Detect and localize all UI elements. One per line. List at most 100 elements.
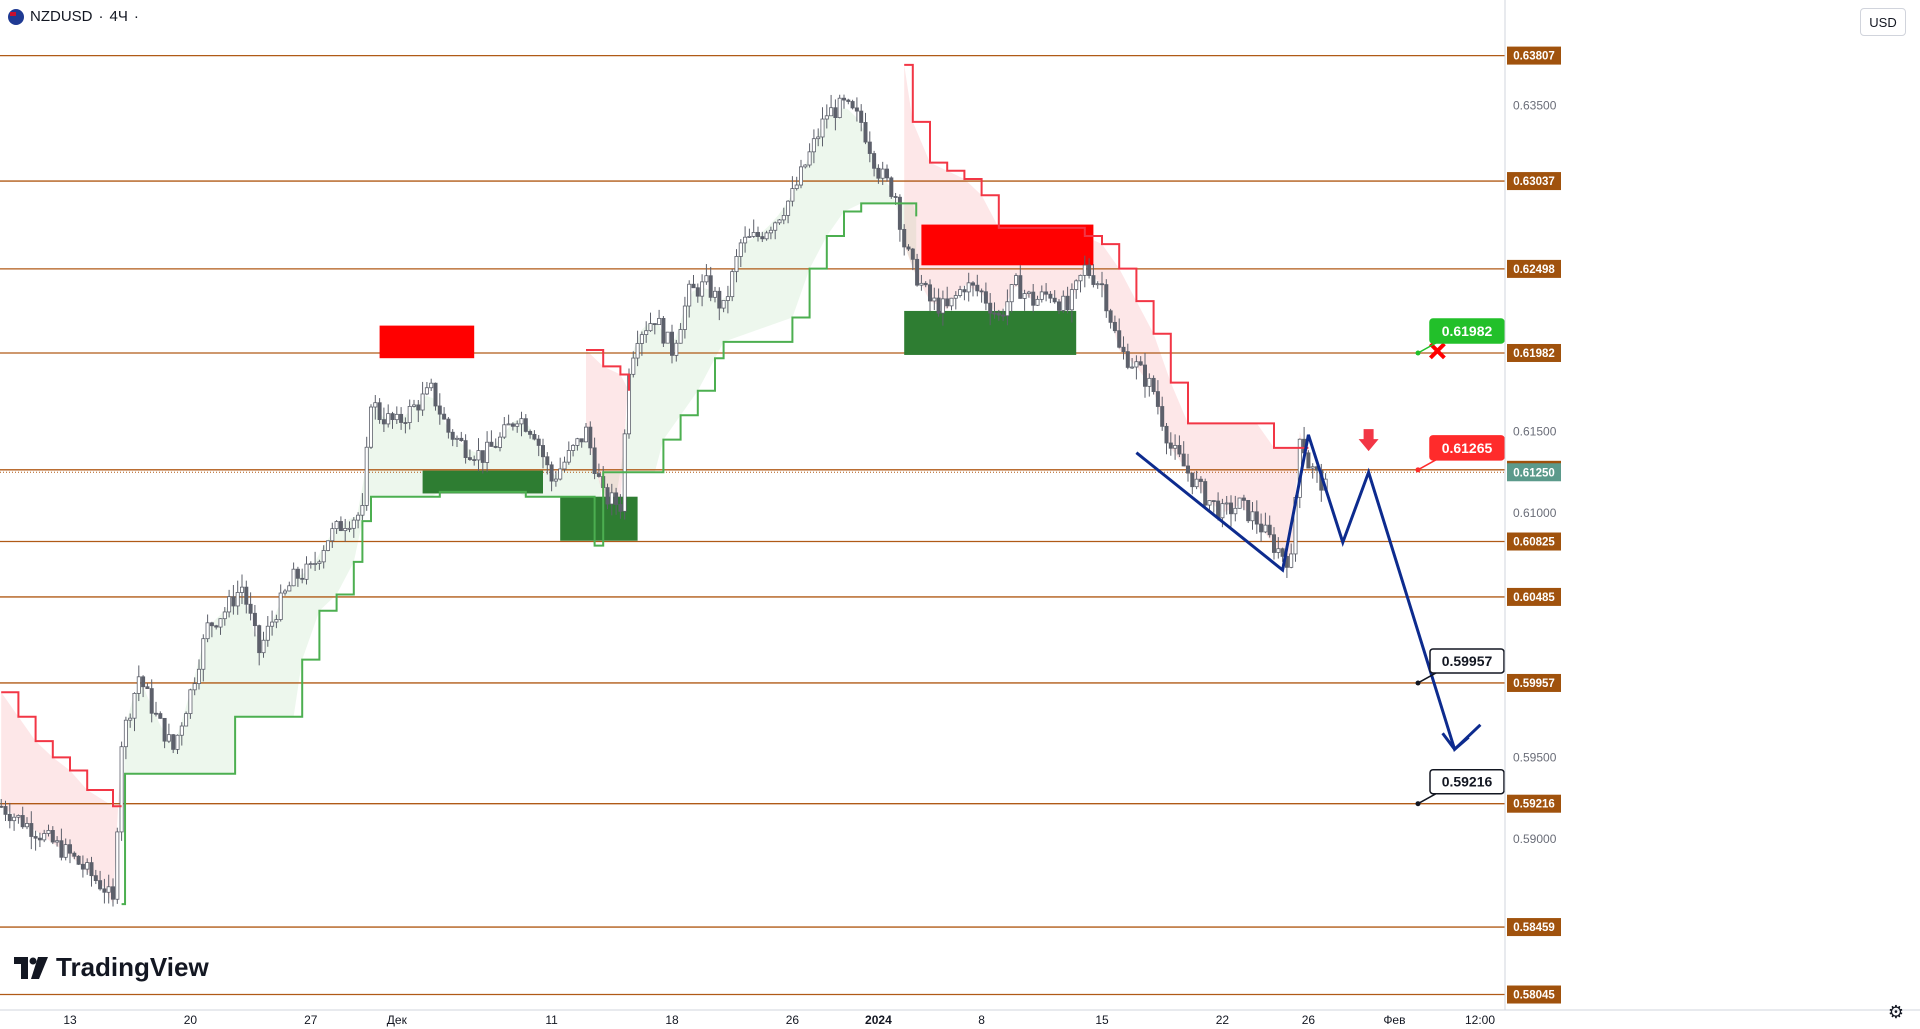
candle-body xyxy=(936,297,941,314)
candle-body xyxy=(29,823,34,837)
candle-body xyxy=(713,290,718,298)
candle-body xyxy=(63,844,68,858)
candle-body xyxy=(932,297,937,302)
level-price-label: 0.63807 xyxy=(1513,51,1555,63)
candle-body xyxy=(1143,364,1148,387)
candle-body xyxy=(12,816,17,822)
candle-body xyxy=(347,527,352,530)
candle-body xyxy=(549,464,554,482)
time-tick-label: 2024 xyxy=(865,1013,892,1027)
candle-body xyxy=(940,298,945,314)
candle-body xyxy=(1121,346,1126,353)
candle-body xyxy=(304,563,309,580)
time-tick-label: 15 xyxy=(1095,1013,1109,1027)
candle-body xyxy=(1173,445,1178,449)
candle-body xyxy=(308,563,313,565)
candle-body xyxy=(605,487,610,505)
candle-body xyxy=(334,521,339,530)
candle-body xyxy=(278,592,283,620)
currency-button[interactable]: USD xyxy=(1860,8,1906,36)
candle-body xyxy=(381,419,386,425)
resistance-fill xyxy=(586,350,629,505)
candle-body xyxy=(721,300,726,309)
candle-body xyxy=(949,297,954,307)
candle-body xyxy=(1241,497,1246,501)
candle-body xyxy=(145,686,150,689)
candle-body xyxy=(1147,377,1152,387)
projection-path xyxy=(1135,434,1482,753)
candle-body xyxy=(209,622,214,627)
candle-body xyxy=(566,450,571,463)
candle-body xyxy=(880,168,885,179)
separator-dot: · xyxy=(133,8,139,25)
candle-body xyxy=(450,431,455,440)
candle-body xyxy=(1237,497,1242,509)
candle-body xyxy=(635,343,640,359)
symbol-header[interactable]: NZDUSD · 4Ч · xyxy=(8,8,139,25)
candle-body xyxy=(691,283,696,289)
candle-body xyxy=(175,734,180,750)
callout-anchor xyxy=(1415,350,1421,356)
price-axis[interactable]: 0.638070.630370.624980.619820.612650.608… xyxy=(1504,0,1920,1029)
time-tick-label: Дек xyxy=(387,1013,408,1027)
candle-body xyxy=(837,97,842,118)
candle-body xyxy=(463,440,468,458)
candle-body xyxy=(687,283,692,307)
candles xyxy=(0,94,1328,907)
candle-body xyxy=(446,418,451,433)
candle-body xyxy=(136,676,141,694)
candle-body xyxy=(562,461,567,470)
callout-label: 0.59216 xyxy=(1442,774,1493,790)
candle-body xyxy=(584,426,589,443)
candle-body xyxy=(1044,291,1049,295)
candle-body xyxy=(889,177,894,197)
candle-body xyxy=(1203,481,1208,506)
cross-marker-icon xyxy=(1428,342,1446,360)
candle-body xyxy=(756,232,761,237)
price-axis-bg xyxy=(1505,0,1920,1029)
callout-anchor xyxy=(1415,467,1421,473)
candle-body xyxy=(1233,507,1238,515)
candle-body xyxy=(128,717,133,721)
candle-body xyxy=(1104,284,1109,312)
level-price-label: 0.63037 xyxy=(1513,176,1555,188)
tradingview-logo-icon xyxy=(14,956,48,979)
candle-body xyxy=(928,284,933,302)
candle-body xyxy=(0,805,4,808)
candle-body xyxy=(833,107,838,118)
candle-body xyxy=(407,406,412,423)
candle-body xyxy=(734,256,739,273)
candle-body xyxy=(983,291,988,304)
candle-body xyxy=(588,426,593,449)
candle-body xyxy=(652,323,657,326)
candle-body xyxy=(893,196,898,198)
candle-body xyxy=(1160,406,1165,427)
candle-body xyxy=(1229,502,1234,515)
candle-body xyxy=(20,815,25,828)
candle-body xyxy=(885,168,890,179)
band-fills xyxy=(1,64,1309,905)
time-axis[interactable]: 13 20 27 Дек 11 18 26 2024 8 15 22 26 Фев 12:00 xyxy=(0,1009,1920,1027)
candle-body xyxy=(196,668,201,684)
candle-body xyxy=(42,833,47,841)
candle-body xyxy=(842,97,847,101)
candle-body xyxy=(72,852,77,857)
candle-body xyxy=(592,447,597,474)
settings-gear-icon[interactable]: ⚙ xyxy=(1887,1002,1904,1022)
candle-body xyxy=(1074,280,1079,290)
candle-body xyxy=(876,167,881,179)
level-price-label: 0.59216 xyxy=(1513,799,1555,811)
time-tick-label: 26 xyxy=(786,1013,800,1027)
resistance-line xyxy=(904,63,1309,449)
candle-body xyxy=(760,236,765,240)
time-tick-label: 22 xyxy=(1216,1013,1230,1027)
candle-body xyxy=(1164,425,1169,444)
time-tick-label: Фев xyxy=(1383,1013,1405,1027)
candle-body xyxy=(37,837,42,841)
candle-body xyxy=(1186,465,1191,474)
candle-body xyxy=(915,258,920,286)
candle-body xyxy=(429,382,434,389)
candle-body xyxy=(1130,366,1135,369)
candle-body xyxy=(824,115,829,120)
